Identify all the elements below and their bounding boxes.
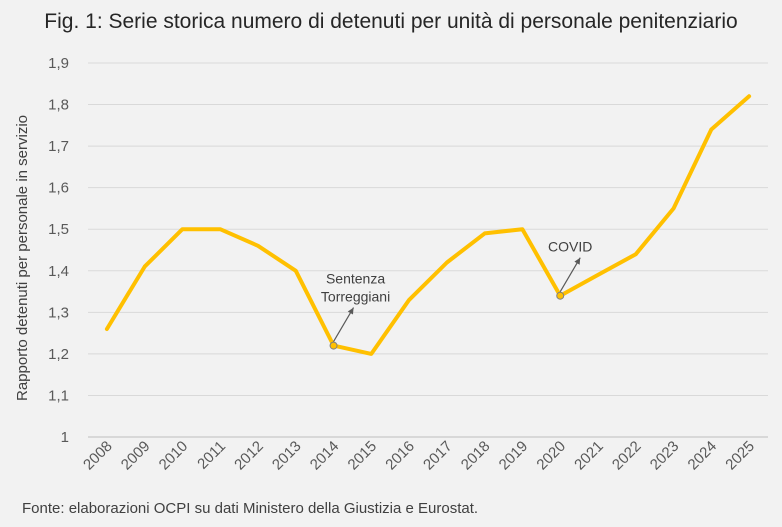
chart-title: Fig. 1: Serie storica numero di detenuti… xyxy=(44,10,738,33)
y-tick-label: 1,8 xyxy=(48,97,69,114)
source-note: Fonte: elaborazioni OCPI su dati Ministe… xyxy=(22,500,479,517)
x-tick-label: 2016 xyxy=(382,438,418,474)
series-line xyxy=(104,94,752,356)
x-tick-label: 2020 xyxy=(533,438,569,474)
x-tick-label: 2023 xyxy=(647,438,683,474)
x-axis-ticks: 2008 2009 2010 2011 2012 2013 2014 2015 2016 2017… xyxy=(80,438,758,474)
x-tick-label: 2013 xyxy=(269,438,305,474)
annotation-arrow xyxy=(559,257,581,293)
x-tick-label: 2021 xyxy=(571,438,607,474)
x-tick-label: 2010 xyxy=(156,438,192,474)
x-tick-label: 2009 xyxy=(118,438,154,474)
x-tick-label: 2014 xyxy=(307,438,343,474)
gridlines xyxy=(88,62,768,438)
annotation-label: Sentenza xyxy=(326,271,385,287)
x-tick-label: 2019 xyxy=(496,438,532,474)
x-tick-label: 2011 xyxy=(194,438,229,473)
y-tick-label: 1,2 xyxy=(48,346,69,363)
x-tick-label: 2017 xyxy=(420,438,456,474)
x-tick-label: 2012 xyxy=(231,438,267,474)
annotation-label: COVID xyxy=(548,239,592,255)
y-tick-label: 1,9 xyxy=(48,55,69,72)
y-tick-label: 1,6 xyxy=(48,180,69,197)
y-axis-ticks: 1 1,1 1,2 1,3 1,4 1,5 1,6 1,7 1,8 1,9 xyxy=(48,55,69,446)
x-tick-label: 2018 xyxy=(458,438,494,474)
x-tick-label: 2024 xyxy=(685,438,721,474)
x-tick-label: 2015 xyxy=(345,438,381,474)
annotations: Sentenza Torreggiani COVID xyxy=(321,239,592,350)
y-axis-label: Rapporto detenuti per personale in servi… xyxy=(14,115,31,401)
y-tick-label: 1 xyxy=(61,429,69,446)
annotation-marker xyxy=(329,341,338,350)
x-tick-label: 2025 xyxy=(722,438,758,474)
x-tick-label: 2008 xyxy=(80,438,116,474)
y-tick-label: 1,7 xyxy=(48,138,69,155)
y-tick-label: 1,3 xyxy=(48,304,69,321)
annotation-arrowhead xyxy=(574,257,581,265)
y-tick-label: 1,4 xyxy=(48,263,69,280)
annotation-label: Torreggiani xyxy=(321,289,390,305)
y-tick-label: 1,5 xyxy=(48,221,69,238)
y-tick-label: 1,1 xyxy=(48,387,69,404)
x-tick-label: 2022 xyxy=(609,438,645,474)
annotation-arrowhead xyxy=(347,307,354,315)
annotation-arrow xyxy=(333,307,355,342)
annotation-marker xyxy=(556,291,565,300)
